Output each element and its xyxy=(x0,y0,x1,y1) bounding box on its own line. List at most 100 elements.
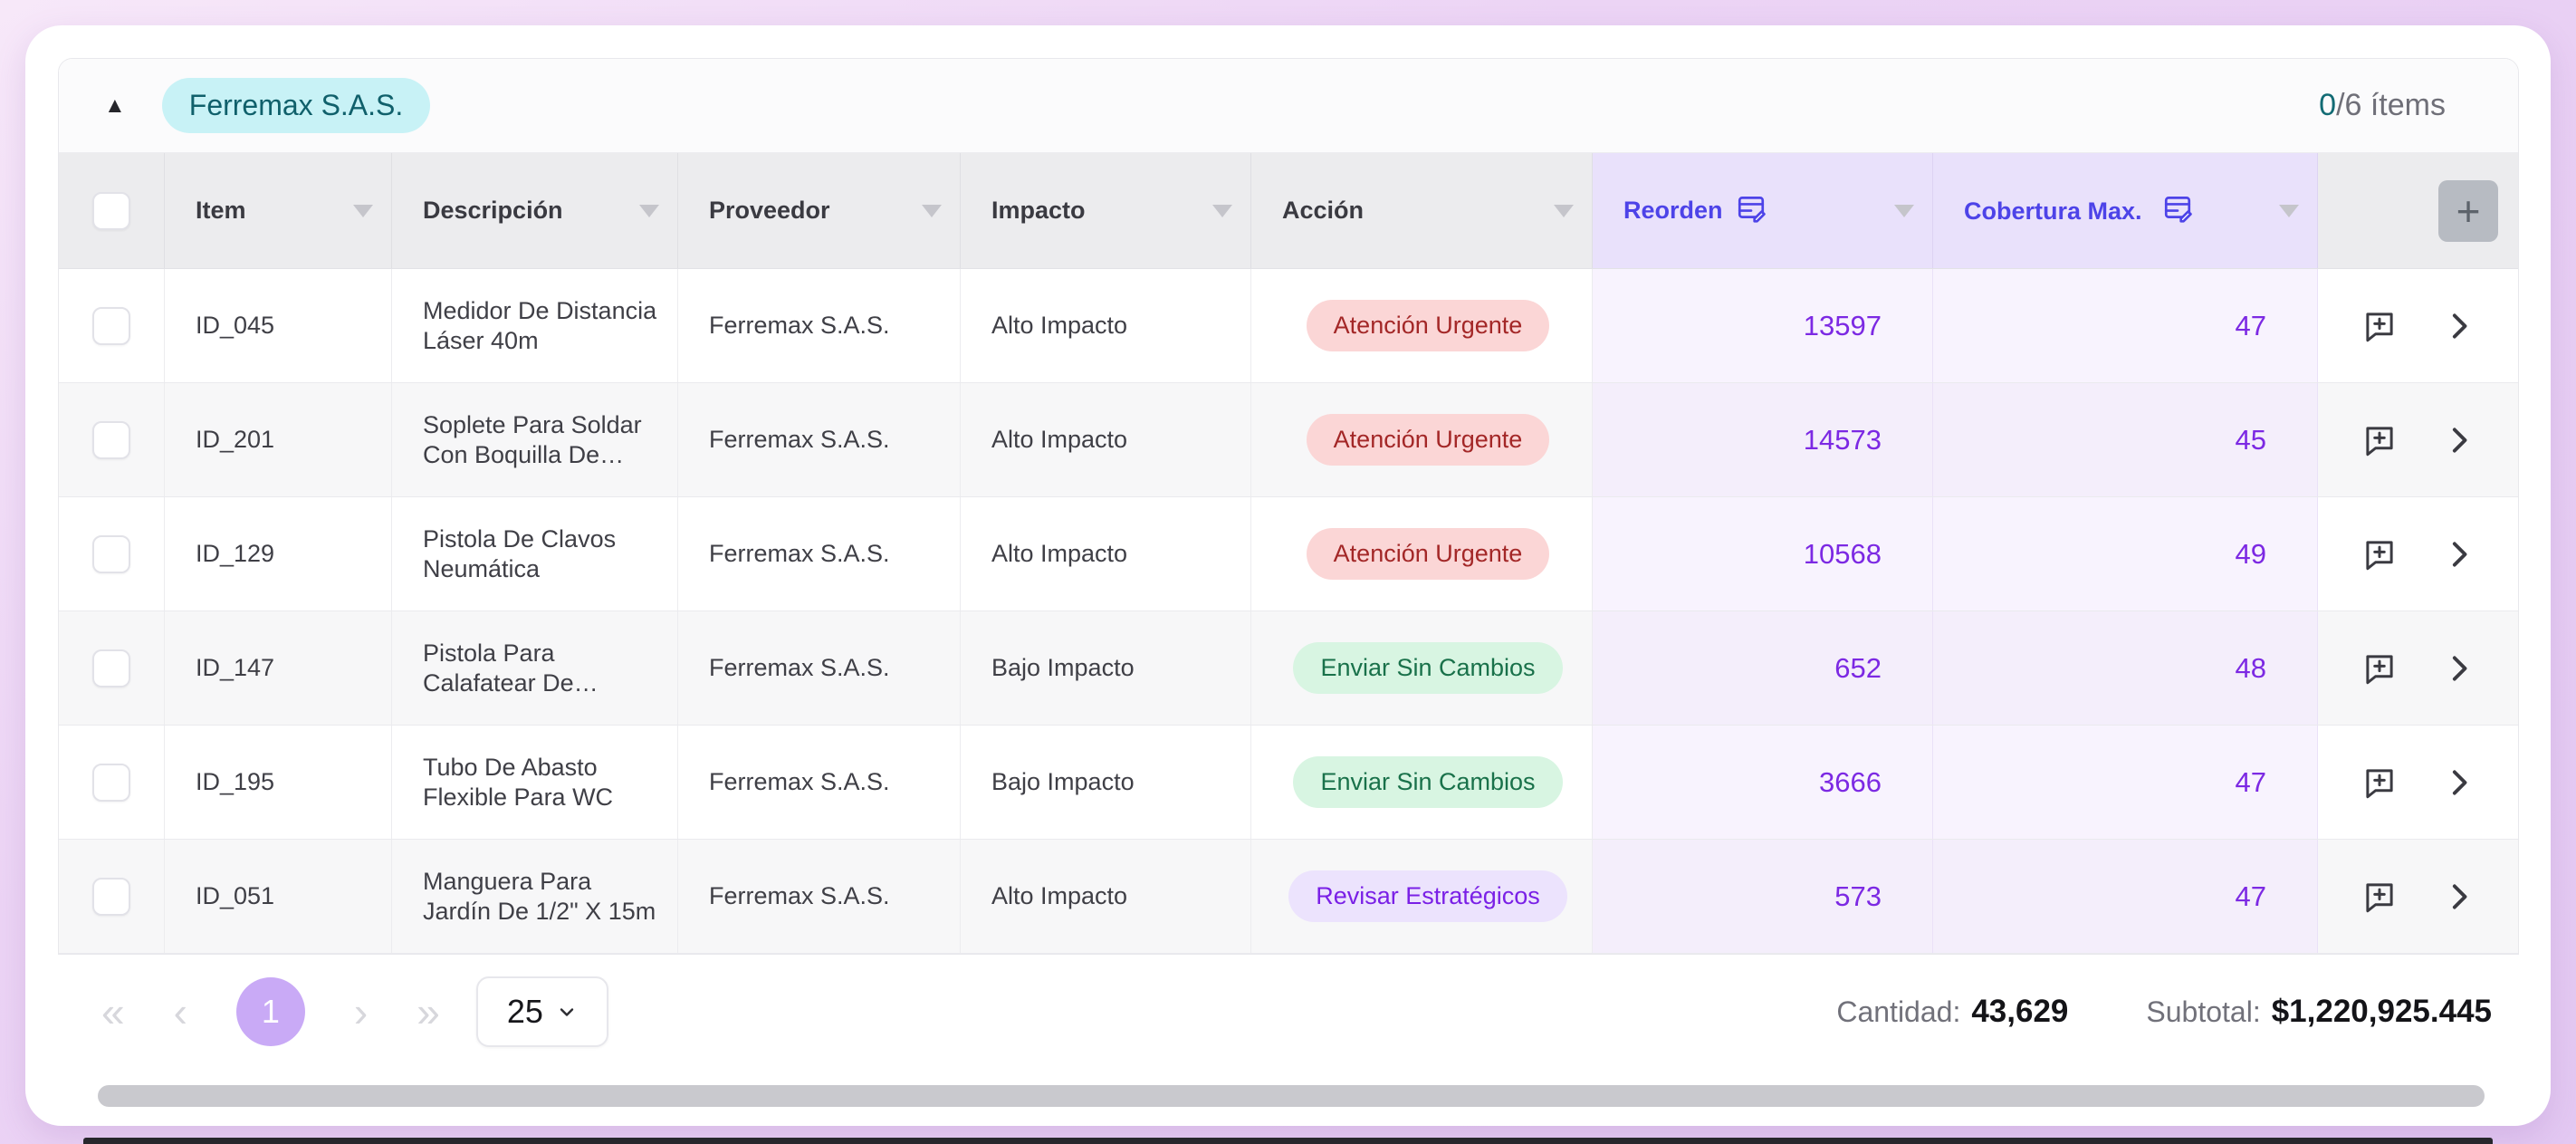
impact-cell: Alto Impacto xyxy=(961,383,1251,496)
header-cell-item[interactable]: Item xyxy=(165,153,392,268)
header-cell-reorden[interactable]: Reorden xyxy=(1593,153,1933,268)
chevron-right-icon[interactable] xyxy=(2440,308,2476,344)
table-row[interactable]: ID_195 Tubo De Abasto Flexible Para WC F… xyxy=(59,726,2518,840)
header-cell-accion[interactable]: Acción xyxy=(1251,153,1593,268)
dropdown-arrow-icon[interactable] xyxy=(922,204,942,217)
table-body: ID_045 Medidor De Distancia Láser 40m Fe… xyxy=(59,269,2518,954)
dropdown-arrow-icon[interactable] xyxy=(1212,204,1232,217)
horizontal-scrollbar[interactable] xyxy=(98,1085,2485,1107)
table-row[interactable]: ID_201 Soplete Para Soldar Con Boquilla … xyxy=(59,383,2518,497)
previous-page-button[interactable]: ‹ xyxy=(173,988,187,1035)
cobertura-value-cell[interactable]: 47 xyxy=(1933,269,2318,382)
add-comment-icon[interactable] xyxy=(2361,307,2399,345)
impact-cell: Bajo Impacto xyxy=(961,726,1251,839)
quantity-value: 43,629 xyxy=(1971,994,2069,1029)
totals: Cantidad: 43,629 Subtotal: $1,220,925.44… xyxy=(1836,994,2492,1030)
row-checkbox[interactable] xyxy=(92,534,130,573)
row-checkbox[interactable] xyxy=(92,877,130,916)
pagination: « ‹ 1 › » xyxy=(101,977,440,1046)
page-size-value: 25 xyxy=(506,993,543,1030)
chevron-right-icon[interactable] xyxy=(2440,764,2476,801)
reorden-value-cell[interactable]: 14573 xyxy=(1593,383,1933,496)
table-row[interactable]: ID_147 Pistola Para Calafatear De… Ferre… xyxy=(59,611,2518,726)
page-size-select[interactable]: 25 xyxy=(475,976,608,1047)
provider-cell: Ferremax S.A.S. xyxy=(678,383,961,496)
action-status-badge: Enviar Sin Cambios xyxy=(1293,756,1563,808)
cobertura-value-cell[interactable]: 49 xyxy=(1933,497,2318,610)
selected-count: 0 xyxy=(2319,88,2337,122)
row-checkbox[interactable] xyxy=(92,763,130,802)
add-comment-icon[interactable] xyxy=(2361,535,2399,573)
column-label: Proveedor xyxy=(709,197,830,224)
row-select-cell xyxy=(59,726,165,839)
row-checkbox[interactable] xyxy=(92,420,130,459)
add-comment-icon[interactable] xyxy=(2361,764,2399,802)
subtotal-value: $1,220,925.445 xyxy=(2271,994,2492,1029)
row-select-cell xyxy=(59,497,165,610)
row-checkbox[interactable] xyxy=(92,306,130,345)
row-actions-cell xyxy=(2318,497,2518,610)
chevron-right-icon[interactable] xyxy=(2440,650,2476,687)
dropdown-arrow-icon[interactable] xyxy=(353,204,373,217)
reorden-value-cell[interactable]: 3666 xyxy=(1593,726,1933,839)
table-footer: « ‹ 1 › » 25 Cantidad: 43,629 Subtotal: … xyxy=(58,955,2519,1069)
header-cell-proveedor[interactable]: Proveedor xyxy=(678,153,961,268)
table-row[interactable]: ID_129 Pistola De Clavos Neumática Ferre… xyxy=(59,497,2518,611)
cobertura-value-cell[interactable]: 48 xyxy=(1933,611,2318,725)
chevron-right-icon[interactable] xyxy=(2440,422,2476,458)
cobertura-value-cell[interactable]: 47 xyxy=(1933,840,2318,953)
dropdown-arrow-icon[interactable] xyxy=(1554,204,1574,217)
table-header-row: Item Descripción Proveedor Impacto Acció… xyxy=(59,153,2518,269)
description-cell: Manguera Para Jardín De 1/2" X 15m xyxy=(392,840,678,953)
row-actions-cell xyxy=(2318,383,2518,496)
row-actions-cell xyxy=(2318,611,2518,725)
row-actions-cell xyxy=(2318,840,2518,953)
subtotal-total: Subtotal: $1,220,925.445 xyxy=(2146,994,2492,1030)
description-cell: Pistola De Clavos Neumática xyxy=(392,497,678,610)
add-column-button[interactable]: + xyxy=(2438,179,2498,242)
cobertura-value-cell[interactable]: 47 xyxy=(1933,726,2318,839)
chevron-right-icon[interactable] xyxy=(2440,879,2476,915)
cobertura-value-cell[interactable]: 45 xyxy=(1933,383,2318,496)
supplier-badge: Ferremax S.A.S. xyxy=(161,78,431,133)
table-row[interactable]: ID_051 Manguera Para Jardín De 1/2" X 15… xyxy=(59,840,2518,954)
items-counter: 0/6 ítems xyxy=(2319,88,2446,123)
table-edit-icon xyxy=(1736,192,1767,229)
action-status-badge: Atención Urgente xyxy=(1306,528,1550,580)
header-cell-impacto[interactable]: Impacto xyxy=(961,153,1251,268)
reorden-value-cell[interactable]: 573 xyxy=(1593,840,1933,953)
collapse-group-icon[interactable]: ▲ xyxy=(104,92,126,118)
add-comment-icon[interactable] xyxy=(2361,421,2399,459)
action-cell: Revisar Estratégicos xyxy=(1251,840,1593,953)
chevron-right-icon[interactable] xyxy=(2440,536,2476,572)
row-select-cell xyxy=(59,269,165,382)
header-cell-cobertura-max[interactable]: Cobertura Max. xyxy=(1933,153,2318,268)
select-all-checkbox[interactable] xyxy=(92,191,130,230)
row-select-cell xyxy=(59,611,165,725)
add-comment-icon[interactable] xyxy=(2361,649,2399,687)
current-page-button[interactable]: 1 xyxy=(235,977,305,1046)
column-label: Item xyxy=(196,197,246,224)
row-checkbox[interactable] xyxy=(92,649,130,687)
reorden-value-cell[interactable]: 10568 xyxy=(1593,497,1933,610)
last-page-button[interactable]: » xyxy=(417,988,440,1035)
description-cell: Soplete Para Soldar Con Boquilla De… xyxy=(392,383,678,496)
item-id-cell: ID_195 xyxy=(165,726,392,839)
table-card: ▲ Ferremax S.A.S. 0/6 ítems Item Descrip… xyxy=(25,25,2551,1126)
item-id-cell: ID_051 xyxy=(165,840,392,953)
chevron-down-icon xyxy=(556,1001,578,1023)
add-comment-icon[interactable] xyxy=(2361,878,2399,916)
item-id-cell: ID_201 xyxy=(165,383,392,496)
row-select-cell xyxy=(59,840,165,953)
dropdown-arrow-icon[interactable] xyxy=(1894,204,1914,217)
dropdown-arrow-icon[interactable] xyxy=(639,204,659,217)
table-row[interactable]: ID_045 Medidor De Distancia Láser 40m Fe… xyxy=(59,269,2518,383)
reorden-value-cell[interactable]: 13597 xyxy=(1593,269,1933,382)
provider-cell: Ferremax S.A.S. xyxy=(678,840,961,953)
first-page-button[interactable]: « xyxy=(101,988,125,1035)
next-page-button[interactable]: › xyxy=(353,988,369,1035)
impact-cell: Alto Impacto xyxy=(961,269,1251,382)
reorden-value-cell[interactable]: 652 xyxy=(1593,611,1933,725)
header-cell-descripcion[interactable]: Descripción xyxy=(392,153,678,268)
dropdown-arrow-icon[interactable] xyxy=(2279,204,2299,217)
